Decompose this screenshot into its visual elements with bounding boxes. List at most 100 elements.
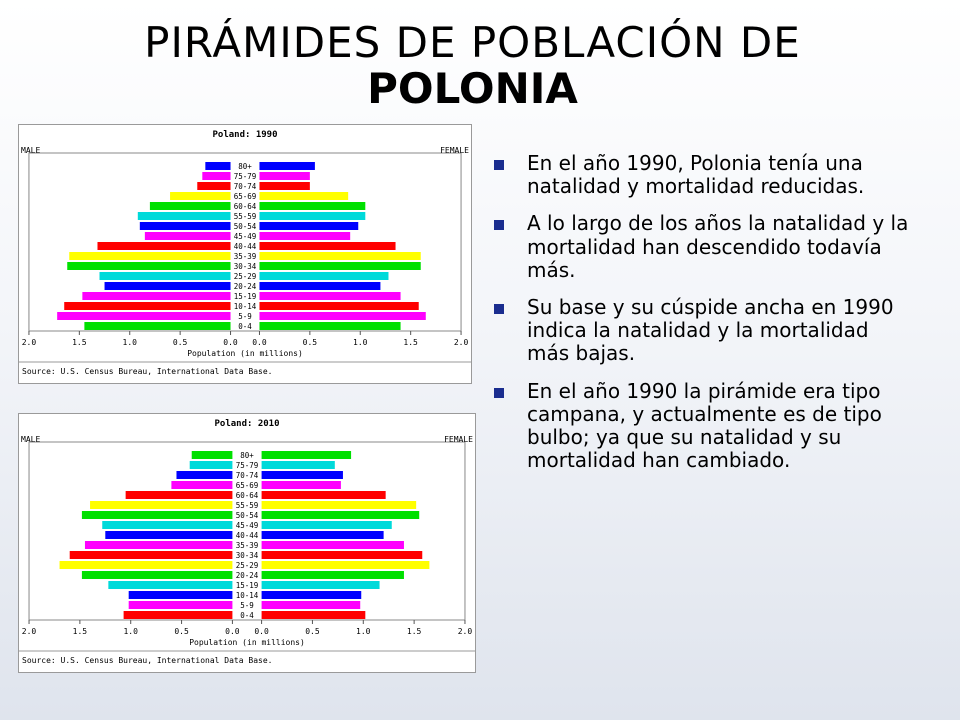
tick-label: 2.0 (22, 627, 37, 636)
female-bar-55-59 (261, 501, 417, 509)
male-bar-70-74 (197, 182, 231, 190)
male-bar-50-54 (81, 511, 233, 519)
tick-label: 0.5 (303, 338, 318, 347)
age-label: 80+ (238, 162, 252, 171)
female-label: FEMALE (440, 146, 469, 155)
tick-label: 2.0 (458, 627, 473, 636)
tick-label: 1.5 (72, 338, 87, 347)
age-label: 65-69 (234, 192, 257, 201)
female-bar-20-24 (259, 282, 381, 290)
tick-label: 1.0 (123, 627, 138, 636)
title-line-1: PIRÁMIDES DE POBLACIÓN DE (144, 18, 801, 67)
female-bar-45-49 (261, 521, 392, 529)
bullet-list: En el año 1990, Polonia tenía una natali… (492, 151, 912, 486)
female-bar-75-79 (259, 172, 310, 180)
age-label: 70-74 (236, 471, 259, 480)
male-bar-0-4 (123, 611, 233, 619)
bullet-text: Su base y su cúspide ancha en 1990 indic… (527, 294, 894, 366)
female-bar-35-39 (259, 252, 421, 260)
male-bar-35-39 (69, 252, 231, 260)
female-bar-25-29 (261, 561, 430, 569)
age-label: 5-9 (238, 312, 252, 321)
female-bar-10-14 (259, 302, 419, 310)
male-bar-40-44 (105, 531, 233, 539)
male-label: MALE (21, 435, 40, 444)
age-label: 55-59 (236, 501, 259, 510)
female-bar-0-4 (259, 322, 401, 330)
bullet-item: En el año 1990 la pirámide era tipo camp… (492, 378, 912, 473)
bullet-text: En el año 1990 la pirámide era tipo camp… (527, 378, 882, 473)
male-bar-20-24 (81, 571, 233, 579)
age-label: 35-39 (234, 252, 257, 261)
tick-label: 1.0 (353, 338, 368, 347)
female-bar-30-34 (259, 262, 421, 270)
female-bar-80+ (261, 451, 352, 459)
male-bar-20-24 (104, 282, 231, 290)
age-label: 50-54 (236, 511, 259, 520)
age-label: 45-49 (234, 232, 257, 241)
age-label: 65-69 (236, 481, 259, 490)
male-bar-0-4 (84, 322, 231, 330)
source-note: Source: U.S. Census Bureau, Internationa… (22, 367, 272, 376)
age-label: 0-4 (240, 611, 254, 620)
male-bar-80+ (191, 451, 233, 459)
bullet-square-icon (494, 160, 504, 170)
male-bar-15-19 (108, 581, 233, 589)
x-axis-label: Population (in millions) (187, 349, 303, 358)
female-label: FEMALE (444, 435, 473, 444)
plot-frame (28, 441, 466, 621)
male-bar-70-74 (176, 471, 233, 479)
male-bar-80+ (205, 162, 231, 170)
male-bar-25-29 (99, 272, 231, 280)
female-bar-35-39 (261, 541, 404, 549)
age-label: 25-29 (234, 272, 257, 281)
source-note: Source: U.S. Census Bureau, Internationa… (22, 656, 272, 665)
female-bar-5-9 (259, 312, 426, 320)
female-bar-10-14 (261, 591, 362, 599)
female-bar-15-19 (261, 581, 380, 589)
tick-label: 0.5 (305, 627, 320, 636)
female-bar-65-69 (259, 192, 349, 200)
tick-label: 1.5 (73, 627, 88, 636)
female-bar-25-29 (259, 272, 389, 280)
male-bar-55-59 (137, 212, 231, 220)
bullet-text: En el año 1990, Polonia tenía una natali… (527, 151, 865, 199)
male-bar-60-64 (149, 202, 231, 210)
age-label: 15-19 (236, 581, 259, 590)
tick-label: 1.0 (123, 338, 138, 347)
age-label: 35-39 (236, 541, 259, 550)
tick-label: 0.0 (252, 338, 267, 347)
tick-label: 2.0 (454, 338, 469, 347)
age-label: 20-24 (234, 282, 257, 291)
bullet-item: En el año 1990, Polonia tenía una natali… (492, 151, 912, 199)
female-bar-50-54 (261, 511, 420, 519)
male-bar-35-39 (84, 541, 233, 549)
age-label: 20-24 (236, 571, 259, 580)
male-bar-40-44 (97, 242, 231, 250)
age-label: 0-4 (238, 322, 252, 331)
age-label: 40-44 (236, 531, 259, 540)
pyramid-svg: Poland: 1990 MALE FEMALE 0-45-910-1415-1920… (19, 130, 471, 376)
pyramid-svg: Poland: 2010 MALE FEMALE 0-45-910-1415-1920… (19, 419, 475, 665)
female-bar-30-34 (261, 551, 423, 559)
female-bar-60-64 (261, 491, 386, 499)
male-bar-15-19 (82, 292, 231, 300)
population-pyramid-1990: Poland: 1990 MALE FEMALE 0-4 5-9 10-14 15-19 20… (18, 124, 472, 384)
female-bar-15-19 (259, 292, 401, 300)
female-bar-65-69 (261, 481, 341, 489)
age-label: 25-29 (236, 561, 259, 570)
tick-label: 1.0 (356, 627, 371, 636)
female-bar-40-44 (259, 242, 396, 250)
male-bar-60-64 (125, 491, 233, 499)
female-bar-70-74 (261, 471, 343, 479)
male-bar-75-79 (189, 461, 233, 469)
tick-label: 0.5 (174, 627, 189, 636)
bullet-square-icon (494, 387, 504, 398)
female-bar-45-49 (259, 232, 351, 240)
male-bar-30-34 (69, 551, 233, 559)
male-bar-75-79 (202, 172, 231, 180)
age-label: 80+ (240, 451, 254, 460)
female-bar-75-79 (261, 461, 335, 469)
age-label: 30-34 (234, 262, 257, 271)
tick-label: 0.0 (225, 627, 240, 636)
